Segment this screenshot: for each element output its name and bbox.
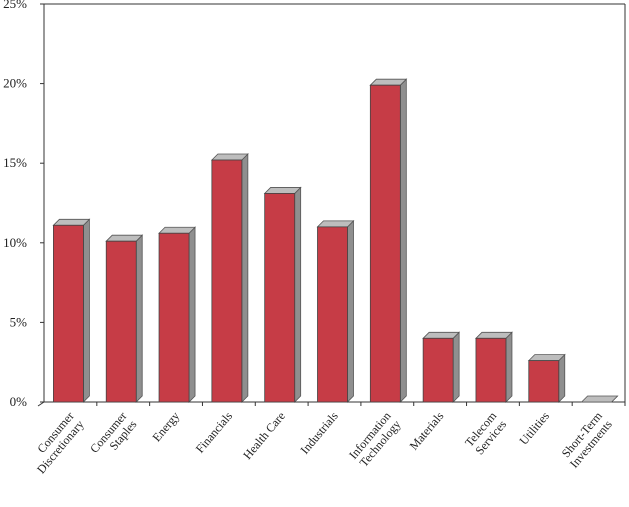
bar-side bbox=[188, 226, 196, 403]
x-tick-label: Materials bbox=[407, 409, 447, 453]
x-tick-label: Short-TermInvestments bbox=[557, 408, 615, 470]
x-tick-label: Utilities bbox=[516, 409, 552, 448]
bar-group bbox=[316, 219, 355, 403]
bar-group bbox=[210, 153, 249, 403]
y-tick-label: 10% bbox=[3, 235, 27, 250]
bar-group bbox=[422, 331, 461, 403]
bar-group bbox=[158, 226, 197, 403]
bar bbox=[317, 226, 348, 403]
bar bbox=[369, 84, 401, 403]
bar-side bbox=[399, 78, 407, 403]
floor-depth-line bbox=[37, 401, 45, 407]
x-tick-label-line: Health Care bbox=[240, 409, 288, 462]
x-tick-label: Energy bbox=[149, 409, 182, 444]
bar-top bbox=[527, 354, 566, 362]
x-tick-label: TelecomServices bbox=[462, 408, 510, 457]
x-tick-label-line: Energy bbox=[149, 409, 182, 444]
bar-top bbox=[474, 331, 513, 339]
bar bbox=[528, 360, 560, 403]
bar-top bbox=[580, 395, 619, 403]
bar-group bbox=[474, 331, 513, 403]
bar bbox=[264, 193, 296, 403]
bar-group bbox=[52, 218, 91, 403]
y-tick-label: 5% bbox=[10, 314, 28, 329]
bar-top bbox=[422, 331, 461, 339]
bar-top bbox=[369, 78, 408, 86]
bar-side bbox=[83, 218, 90, 403]
x-tick-label-line: Materials bbox=[407, 409, 447, 453]
bar bbox=[158, 232, 190, 403]
bar-top bbox=[210, 153, 249, 161]
bar-group bbox=[580, 395, 619, 403]
bar bbox=[475, 337, 507, 403]
x-tick-label: Financials bbox=[193, 409, 236, 456]
bar-side bbox=[294, 186, 302, 403]
bar-side bbox=[241, 153, 249, 403]
bar-group bbox=[527, 353, 566, 403]
y-tick-label: 25% bbox=[3, 0, 27, 11]
bar-side bbox=[558, 353, 566, 403]
bar bbox=[211, 159, 243, 403]
y-tick-label: 20% bbox=[3, 76, 27, 91]
bar-top bbox=[52, 218, 91, 226]
bar bbox=[53, 224, 84, 403]
bar-side bbox=[135, 234, 143, 403]
bar-top bbox=[263, 187, 302, 194]
bar bbox=[422, 337, 454, 403]
bar bbox=[105, 240, 137, 403]
bar-top bbox=[158, 226, 197, 234]
x-tick-label-line: Industrials bbox=[298, 409, 342, 457]
x-tick-label-line: Utilities bbox=[516, 409, 552, 448]
bar-group bbox=[105, 234, 144, 403]
bar-side bbox=[452, 331, 460, 403]
bar-group bbox=[263, 186, 302, 403]
x-tick-label: Industrials bbox=[298, 409, 342, 457]
bar-top bbox=[105, 234, 144, 242]
x-tick-label: ConsumerDiscretionary bbox=[24, 409, 87, 476]
x-tick-label-line: Financials bbox=[193, 409, 236, 456]
x-tick-label: ConsumerStaples bbox=[87, 409, 140, 464]
bar-top bbox=[316, 220, 355, 228]
bar-group bbox=[369, 78, 408, 403]
bar-side bbox=[347, 219, 354, 403]
bar-side bbox=[505, 331, 513, 403]
y-tick-label: 15% bbox=[3, 155, 27, 170]
x-tick-label: InformationTechnology bbox=[346, 409, 404, 470]
x-tick-label: Health Care bbox=[240, 409, 288, 462]
y-tick-label: 0% bbox=[10, 394, 28, 409]
